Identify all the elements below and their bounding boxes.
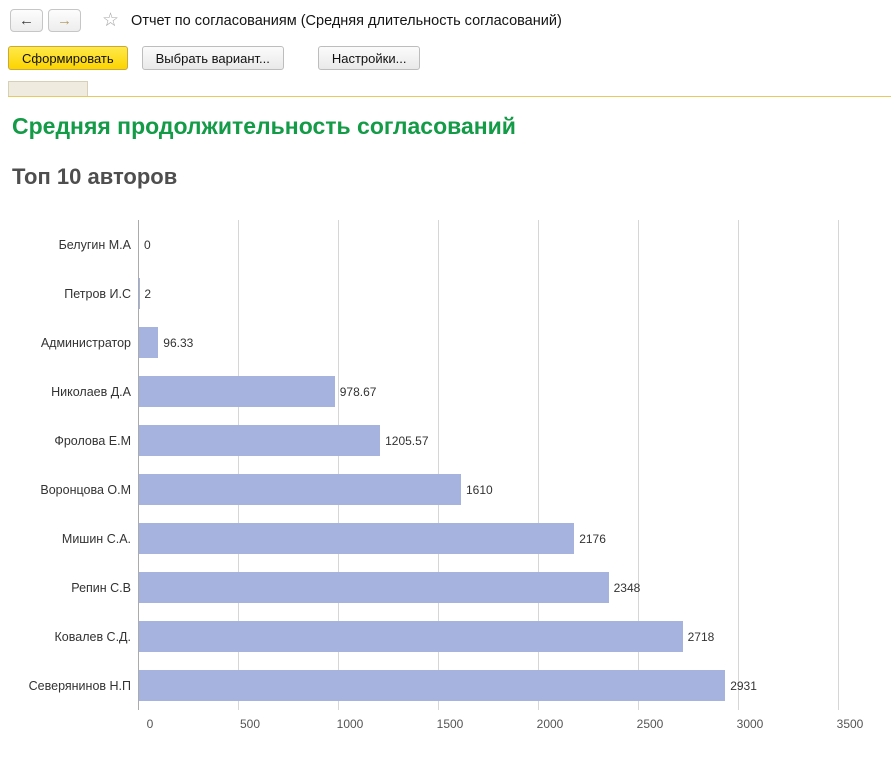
x-tick-label: 0 [146,717,154,731]
grid-layer [138,220,839,710]
x-tick-label: 1500 [436,717,464,731]
value-label: 2176 [579,531,606,546]
category-label: Репин С.В [71,580,131,595]
gridline [838,220,839,710]
category-label: Северянинов Н.П [28,678,131,693]
favorites-star-icon[interactable]: ☆ [102,10,120,31]
forward-arrow-icon: → [57,12,72,29]
value-label: 1205.57 [385,433,429,448]
select-variant-button[interactable]: Выбрать вариант... [141,46,284,70]
category-label: Фролова Е.М [54,433,131,448]
value-label: 2 [144,286,152,301]
bar [139,376,335,407]
value-label: 2931 [730,678,757,693]
x-axis: 0 500 1000 1500 2000 2500 3000 3500 [146,717,864,733]
x-tick-label: 3000 [736,717,764,731]
x-tick-label: 3500 [836,717,864,731]
back-button[interactable]: ← [10,9,43,32]
category-label: Белугин М.А [58,237,131,252]
category-label: Петров И.С [64,286,131,301]
category-label: Воронцова О.М [40,482,131,497]
x-tick-label: 2500 [636,717,664,731]
category-label: Николаев Д.А [51,384,131,399]
value-label: 1610 [466,482,493,497]
chart-row: 1610 [138,465,838,514]
gridline [338,220,339,710]
value-label: 2718 [687,629,715,644]
value-label: 0 [144,237,151,252]
spreadsheet-header-strip [8,81,891,97]
category-labels-column: Белугин М.А Петров И.С Администратор Никола… [12,220,138,710]
navbar: ← → ☆ Отчет по согласованиям (Средняя дл… [0,0,891,36]
x-tick-label: 1000 [336,717,364,731]
value-label: 2348 [613,580,641,595]
bar [139,621,683,652]
bar [139,327,159,358]
chart-row: 1205.57 [138,416,838,465]
generate-report-button[interactable]: Сформировать [8,46,128,70]
value-label: 96.33 [163,335,194,350]
chart-row: 978.67 [138,367,838,416]
gridline [738,220,739,710]
x-tick-label: 500 [239,717,261,731]
chart-row: 0 [138,220,838,269]
bar [139,670,726,701]
x-tick-label: 2000 [536,717,564,731]
category-label: Мишин С.А. [61,531,131,546]
report-title: Средняя продолжительность согласований [12,113,516,139]
bar-chart: Белугин М.А Петров И.С Администратор Никола… [12,220,891,733]
chart-body: Белугин М.А Петров И.С Администратор Никола… [12,220,891,710]
value-label: 978.67 [339,384,377,399]
app-window: ← → ☆ Отчет по согласованиям (Средняя дл… [0,0,891,733]
gridline [238,220,239,710]
category-label: Ковалев С.Д. [54,629,131,644]
gridline [538,220,539,710]
forward-button[interactable]: → [48,9,81,32]
report-subtitle: Топ 10 авторов [12,164,178,189]
report-area: Средняя продолжительность согласований Т… [0,113,891,733]
category-label: Администратор [40,335,131,350]
bar [139,572,609,603]
back-arrow-icon: ← [19,12,34,29]
bar [139,523,575,554]
settings-button[interactable]: Настройки... [317,46,421,70]
chart-row: 2 [138,269,838,318]
chart-row: 2176 [138,514,838,563]
toolbar: Сформировать Выбрать вариант... Настройк… [0,36,891,79]
bar [139,474,461,505]
gridline [138,220,139,710]
bar [139,425,381,456]
spreadsheet-corner-tab [8,81,88,96]
chart-row: 2718 [138,612,838,661]
bars-layer: 0 2 96.33 978.67 1205.57 1610 2176 2348 2718 2931 [138,220,838,710]
plot-area: 0 2 96.33 978.67 1205.57 1610 2176 2348 2718 2931 [138,220,839,710]
chart-row: 96.33 [138,318,838,367]
window-title: Отчет по согласованиям (Средняя длительн… [131,12,562,29]
gridline [638,220,639,710]
gridline [438,220,439,710]
chart-row: 2348 [138,563,838,612]
chart-row: 2931 [138,661,838,710]
